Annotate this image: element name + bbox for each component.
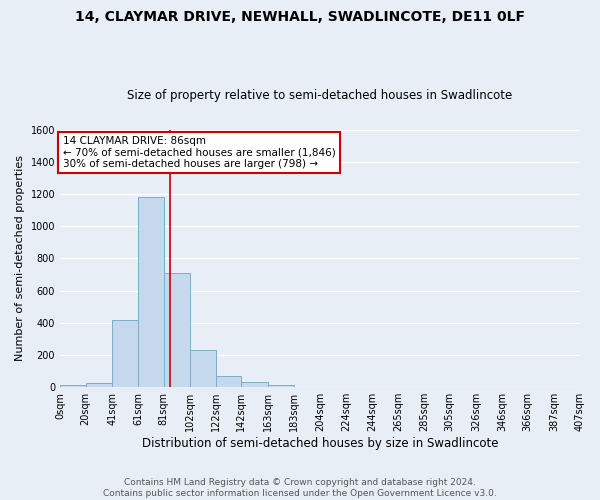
Bar xyxy=(241,382,268,387)
Bar xyxy=(86,382,112,387)
Bar xyxy=(268,384,294,387)
Bar xyxy=(190,350,216,387)
X-axis label: Distribution of semi-detached houses by size in Swadlincote: Distribution of semi-detached houses by … xyxy=(142,437,498,450)
Bar xyxy=(60,385,86,387)
Title: Size of property relative to semi-detached houses in Swadlincote: Size of property relative to semi-detach… xyxy=(127,89,512,102)
Text: 14, CLAYMAR DRIVE, NEWHALL, SWADLINCOTE, DE11 0LF: 14, CLAYMAR DRIVE, NEWHALL, SWADLINCOTE,… xyxy=(75,10,525,24)
Bar xyxy=(138,197,164,387)
Bar xyxy=(112,320,138,387)
Y-axis label: Number of semi-detached properties: Number of semi-detached properties xyxy=(15,156,25,362)
Text: 14 CLAYMAR DRIVE: 86sqm
← 70% of semi-detached houses are smaller (1,846)
30% of: 14 CLAYMAR DRIVE: 86sqm ← 70% of semi-de… xyxy=(62,136,335,169)
Bar xyxy=(216,376,241,387)
Text: Contains HM Land Registry data © Crown copyright and database right 2024.
Contai: Contains HM Land Registry data © Crown c… xyxy=(103,478,497,498)
Bar xyxy=(164,273,190,387)
